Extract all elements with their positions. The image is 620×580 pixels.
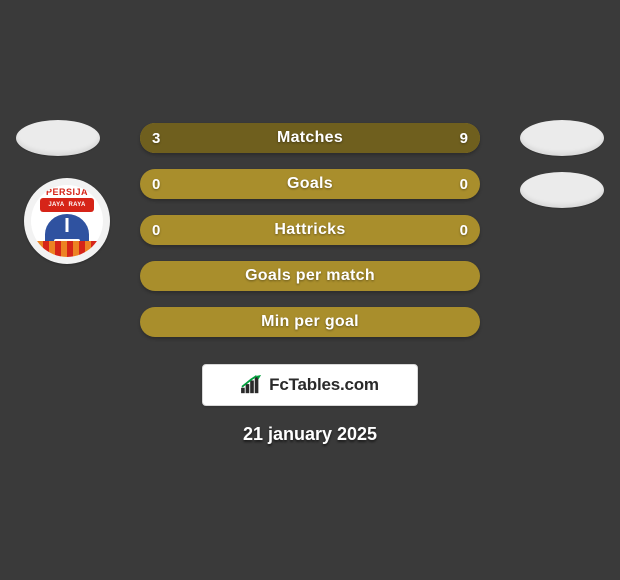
brand-text: FcTables.com <box>269 375 379 395</box>
persija-banner-left: JAYA <box>48 202 64 208</box>
persija-name: PERSIJA <box>31 187 103 197</box>
persija-stripes <box>31 241 103 257</box>
stat-label: Goals <box>140 169 480 199</box>
date-text: 21 january 2025 <box>0 424 620 445</box>
stat-label: Hattricks <box>140 215 480 245</box>
stat-label: Matches <box>140 123 480 153</box>
stat-label: Goals per match <box>140 261 480 291</box>
stat-bars: 39Matches 00Goals 00Hattricks Goals per mat… <box>140 123 480 353</box>
stat-bar: 39Matches <box>140 123 480 153</box>
stat-bar: 00Hattricks <box>140 215 480 245</box>
persija-banner: JAYA RAYA <box>40 198 94 212</box>
player-left-avatar <box>16 120 100 156</box>
canvas: Pranata vs Febrianto Club competitions, … <box>0 0 620 580</box>
player-right-avatar <box>520 120 604 156</box>
brand-box: FcTables.com <box>202 364 418 406</box>
persija-banner-right: RAYA <box>69 202 86 208</box>
club-badge-right <box>520 172 604 208</box>
stat-bar: 00Goals <box>140 169 480 199</box>
persija-badge: PERSIJA JAYA RAYA <box>31 185 103 257</box>
stat-bar: Min per goal <box>140 307 480 337</box>
club-badge-left: PERSIJA JAYA RAYA <box>24 178 110 264</box>
stat-bar: Goals per match <box>140 261 480 291</box>
stat-label: Min per goal <box>140 307 480 337</box>
fctables-logo-icon <box>241 375 263 395</box>
